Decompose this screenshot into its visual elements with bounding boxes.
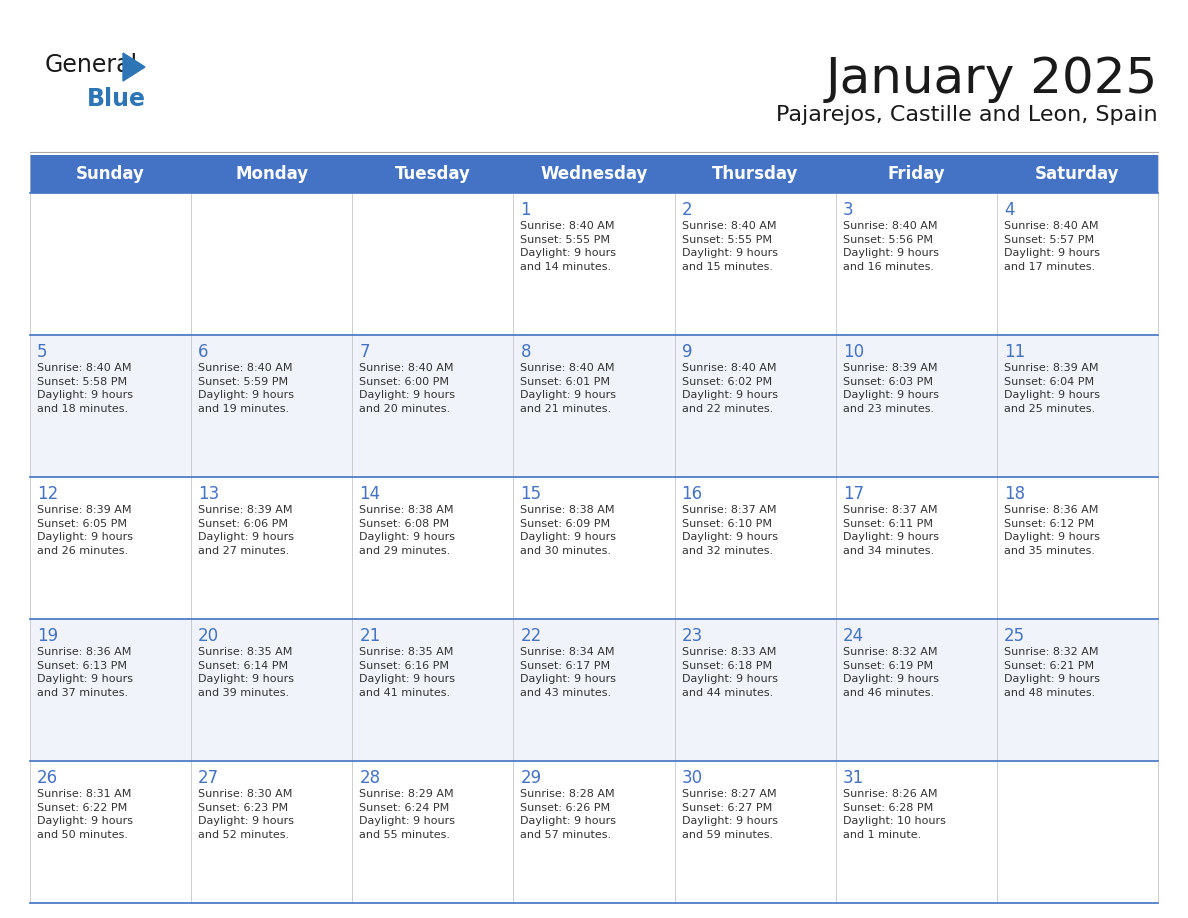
Text: Sunrise: 8:28 AM
Sunset: 6:26 PM
Daylight: 9 hours
and 57 minutes.: Sunrise: 8:28 AM Sunset: 6:26 PM Dayligh…: [520, 789, 617, 840]
Text: Sunrise: 8:37 AM
Sunset: 6:10 PM
Daylight: 9 hours
and 32 minutes.: Sunrise: 8:37 AM Sunset: 6:10 PM Dayligh…: [682, 505, 778, 555]
Text: Friday: Friday: [887, 165, 946, 183]
Text: 25: 25: [1004, 627, 1025, 645]
Text: Sunrise: 8:26 AM
Sunset: 6:28 PM
Daylight: 10 hours
and 1 minute.: Sunrise: 8:26 AM Sunset: 6:28 PM Dayligh…: [842, 789, 946, 840]
Text: 14: 14: [359, 485, 380, 503]
Polygon shape: [124, 53, 145, 81]
Text: Wednesday: Wednesday: [541, 165, 647, 183]
Text: 17: 17: [842, 485, 864, 503]
Bar: [30, 619, 1158, 761]
Text: Sunday: Sunday: [76, 165, 145, 183]
Text: 12: 12: [37, 485, 58, 503]
Text: Thursday: Thursday: [712, 165, 798, 183]
Text: 6: 6: [198, 343, 209, 361]
Text: Sunrise: 8:40 AM
Sunset: 5:55 PM
Daylight: 9 hours
and 14 minutes.: Sunrise: 8:40 AM Sunset: 5:55 PM Dayligh…: [520, 221, 617, 272]
Text: Sunrise: 8:32 AM
Sunset: 6:19 PM
Daylight: 9 hours
and 46 minutes.: Sunrise: 8:32 AM Sunset: 6:19 PM Dayligh…: [842, 647, 939, 698]
Text: 8: 8: [520, 343, 531, 361]
Text: Sunrise: 8:37 AM
Sunset: 6:11 PM
Daylight: 9 hours
and 34 minutes.: Sunrise: 8:37 AM Sunset: 6:11 PM Dayligh…: [842, 505, 939, 555]
Text: Sunrise: 8:36 AM
Sunset: 6:12 PM
Daylight: 9 hours
and 35 minutes.: Sunrise: 8:36 AM Sunset: 6:12 PM Dayligh…: [1004, 505, 1100, 555]
Text: Sunrise: 8:35 AM
Sunset: 6:16 PM
Daylight: 9 hours
and 41 minutes.: Sunrise: 8:35 AM Sunset: 6:16 PM Dayligh…: [359, 647, 455, 698]
Text: 18: 18: [1004, 485, 1025, 503]
Text: Sunrise: 8:39 AM
Sunset: 6:04 PM
Daylight: 9 hours
and 25 minutes.: Sunrise: 8:39 AM Sunset: 6:04 PM Dayligh…: [1004, 363, 1100, 414]
Text: Sunrise: 8:32 AM
Sunset: 6:21 PM
Daylight: 9 hours
and 48 minutes.: Sunrise: 8:32 AM Sunset: 6:21 PM Dayligh…: [1004, 647, 1100, 698]
Text: Sunrise: 8:40 AM
Sunset: 5:55 PM
Daylight: 9 hours
and 15 minutes.: Sunrise: 8:40 AM Sunset: 5:55 PM Dayligh…: [682, 221, 778, 272]
Text: Sunrise: 8:40 AM
Sunset: 6:00 PM
Daylight: 9 hours
and 20 minutes.: Sunrise: 8:40 AM Sunset: 6:00 PM Dayligh…: [359, 363, 455, 414]
Text: Tuesday: Tuesday: [394, 165, 470, 183]
Text: Sunrise: 8:35 AM
Sunset: 6:14 PM
Daylight: 9 hours
and 39 minutes.: Sunrise: 8:35 AM Sunset: 6:14 PM Dayligh…: [198, 647, 295, 698]
Text: Sunrise: 8:33 AM
Sunset: 6:18 PM
Daylight: 9 hours
and 44 minutes.: Sunrise: 8:33 AM Sunset: 6:18 PM Dayligh…: [682, 647, 778, 698]
Text: 22: 22: [520, 627, 542, 645]
Text: 29: 29: [520, 769, 542, 787]
Text: Sunrise: 8:38 AM
Sunset: 6:08 PM
Daylight: 9 hours
and 29 minutes.: Sunrise: 8:38 AM Sunset: 6:08 PM Dayligh…: [359, 505, 455, 555]
Text: 26: 26: [37, 769, 58, 787]
Text: Sunrise: 8:34 AM
Sunset: 6:17 PM
Daylight: 9 hours
and 43 minutes.: Sunrise: 8:34 AM Sunset: 6:17 PM Dayligh…: [520, 647, 617, 698]
Bar: [30, 193, 1158, 335]
Text: Sunrise: 8:38 AM
Sunset: 6:09 PM
Daylight: 9 hours
and 30 minutes.: Sunrise: 8:38 AM Sunset: 6:09 PM Dayligh…: [520, 505, 617, 555]
Text: 5: 5: [37, 343, 48, 361]
Text: 11: 11: [1004, 343, 1025, 361]
Text: 1: 1: [520, 201, 531, 219]
Text: Sunrise: 8:40 AM
Sunset: 5:58 PM
Daylight: 9 hours
and 18 minutes.: Sunrise: 8:40 AM Sunset: 5:58 PM Dayligh…: [37, 363, 133, 414]
Text: Sunrise: 8:39 AM
Sunset: 6:03 PM
Daylight: 9 hours
and 23 minutes.: Sunrise: 8:39 AM Sunset: 6:03 PM Dayligh…: [842, 363, 939, 414]
Text: Blue: Blue: [87, 87, 146, 111]
Bar: [30, 477, 1158, 619]
Text: 4: 4: [1004, 201, 1015, 219]
Text: 31: 31: [842, 769, 864, 787]
Text: 13: 13: [198, 485, 220, 503]
Text: 7: 7: [359, 343, 369, 361]
Text: 21: 21: [359, 627, 380, 645]
Text: 10: 10: [842, 343, 864, 361]
Text: Sunrise: 8:30 AM
Sunset: 6:23 PM
Daylight: 9 hours
and 52 minutes.: Sunrise: 8:30 AM Sunset: 6:23 PM Dayligh…: [198, 789, 295, 840]
Text: 19: 19: [37, 627, 58, 645]
Text: Sunrise: 8:40 AM
Sunset: 6:02 PM
Daylight: 9 hours
and 22 minutes.: Sunrise: 8:40 AM Sunset: 6:02 PM Dayligh…: [682, 363, 778, 414]
Text: Sunrise: 8:29 AM
Sunset: 6:24 PM
Daylight: 9 hours
and 55 minutes.: Sunrise: 8:29 AM Sunset: 6:24 PM Dayligh…: [359, 789, 455, 840]
Text: Sunrise: 8:36 AM
Sunset: 6:13 PM
Daylight: 9 hours
and 37 minutes.: Sunrise: 8:36 AM Sunset: 6:13 PM Dayligh…: [37, 647, 133, 698]
Text: Saturday: Saturday: [1035, 165, 1119, 183]
Text: Sunrise: 8:40 AM
Sunset: 5:56 PM
Daylight: 9 hours
and 16 minutes.: Sunrise: 8:40 AM Sunset: 5:56 PM Dayligh…: [842, 221, 939, 272]
Bar: [30, 335, 1158, 477]
Text: Monday: Monday: [235, 165, 308, 183]
Bar: [30, 155, 1158, 193]
Text: 23: 23: [682, 627, 703, 645]
Text: 3: 3: [842, 201, 853, 219]
Text: Sunrise: 8:39 AM
Sunset: 6:06 PM
Daylight: 9 hours
and 27 minutes.: Sunrise: 8:39 AM Sunset: 6:06 PM Dayligh…: [198, 505, 295, 555]
Text: Sunrise: 8:40 AM
Sunset: 6:01 PM
Daylight: 9 hours
and 21 minutes.: Sunrise: 8:40 AM Sunset: 6:01 PM Dayligh…: [520, 363, 617, 414]
Text: Sunrise: 8:31 AM
Sunset: 6:22 PM
Daylight: 9 hours
and 50 minutes.: Sunrise: 8:31 AM Sunset: 6:22 PM Dayligh…: [37, 789, 133, 840]
Text: Pajarejos, Castille and Leon, Spain: Pajarejos, Castille and Leon, Spain: [777, 105, 1158, 125]
Text: 30: 30: [682, 769, 702, 787]
Text: 9: 9: [682, 343, 693, 361]
Text: Sunrise: 8:39 AM
Sunset: 6:05 PM
Daylight: 9 hours
and 26 minutes.: Sunrise: 8:39 AM Sunset: 6:05 PM Dayligh…: [37, 505, 133, 555]
Text: 2: 2: [682, 201, 693, 219]
Text: Sunrise: 8:27 AM
Sunset: 6:27 PM
Daylight: 9 hours
and 59 minutes.: Sunrise: 8:27 AM Sunset: 6:27 PM Dayligh…: [682, 789, 778, 840]
Bar: [30, 761, 1158, 903]
Text: General: General: [45, 53, 138, 77]
Text: Sunrise: 8:40 AM
Sunset: 5:59 PM
Daylight: 9 hours
and 19 minutes.: Sunrise: 8:40 AM Sunset: 5:59 PM Dayligh…: [198, 363, 295, 414]
Text: January 2025: January 2025: [826, 55, 1158, 103]
Text: 27: 27: [198, 769, 220, 787]
Text: 15: 15: [520, 485, 542, 503]
Text: Sunrise: 8:40 AM
Sunset: 5:57 PM
Daylight: 9 hours
and 17 minutes.: Sunrise: 8:40 AM Sunset: 5:57 PM Dayligh…: [1004, 221, 1100, 272]
Text: 24: 24: [842, 627, 864, 645]
Text: 28: 28: [359, 769, 380, 787]
Text: 16: 16: [682, 485, 702, 503]
Text: 20: 20: [198, 627, 220, 645]
